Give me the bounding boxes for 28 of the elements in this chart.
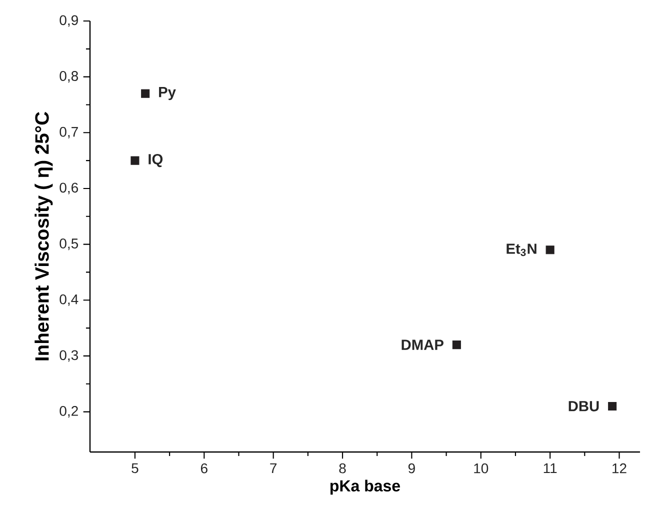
x-tick-label: 6	[200, 463, 208, 474]
annotation: Py	[159, 87, 176, 100]
point	[130, 156, 140, 165]
point	[546, 246, 554, 254]
y-tick-label: 0,8	[60, 71, 78, 83]
y-tick-label: 0,3	[60, 350, 78, 362]
annotation: IQ	[148, 154, 163, 168]
x-tick-label: 10	[474, 463, 488, 474]
annotation: DMAP	[402, 340, 444, 350]
y-tick-label: 0,9	[60, 15, 78, 27]
point	[452, 340, 461, 350]
annotation: Et$_{3}$N	[506, 244, 536, 256]
x-tick-label: 9	[408, 463, 415, 474]
y-axis-title: Inherent Viscosity ( η) 25°C	[34, 112, 53, 360]
y-tick-label: 0,6	[60, 182, 78, 194]
x-tick-label: 8	[339, 463, 346, 474]
y-tick-label: 0,2	[60, 406, 78, 418]
y-tick-label: 0,4	[60, 294, 78, 306]
y-tick-label: 0,5	[60, 238, 78, 250]
y-tick-label: 0,7	[60, 126, 78, 138]
x-tick-label: 12	[612, 463, 626, 474]
x-axis-title: pKa base	[330, 480, 400, 495]
x-tick-label: 11	[544, 463, 557, 473]
x-tick-label: 5	[132, 463, 138, 474]
point	[608, 402, 617, 410]
annotation: DBU	[568, 401, 599, 412]
point	[141, 89, 150, 98]
x-tick-label: 7	[270, 463, 277, 473]
